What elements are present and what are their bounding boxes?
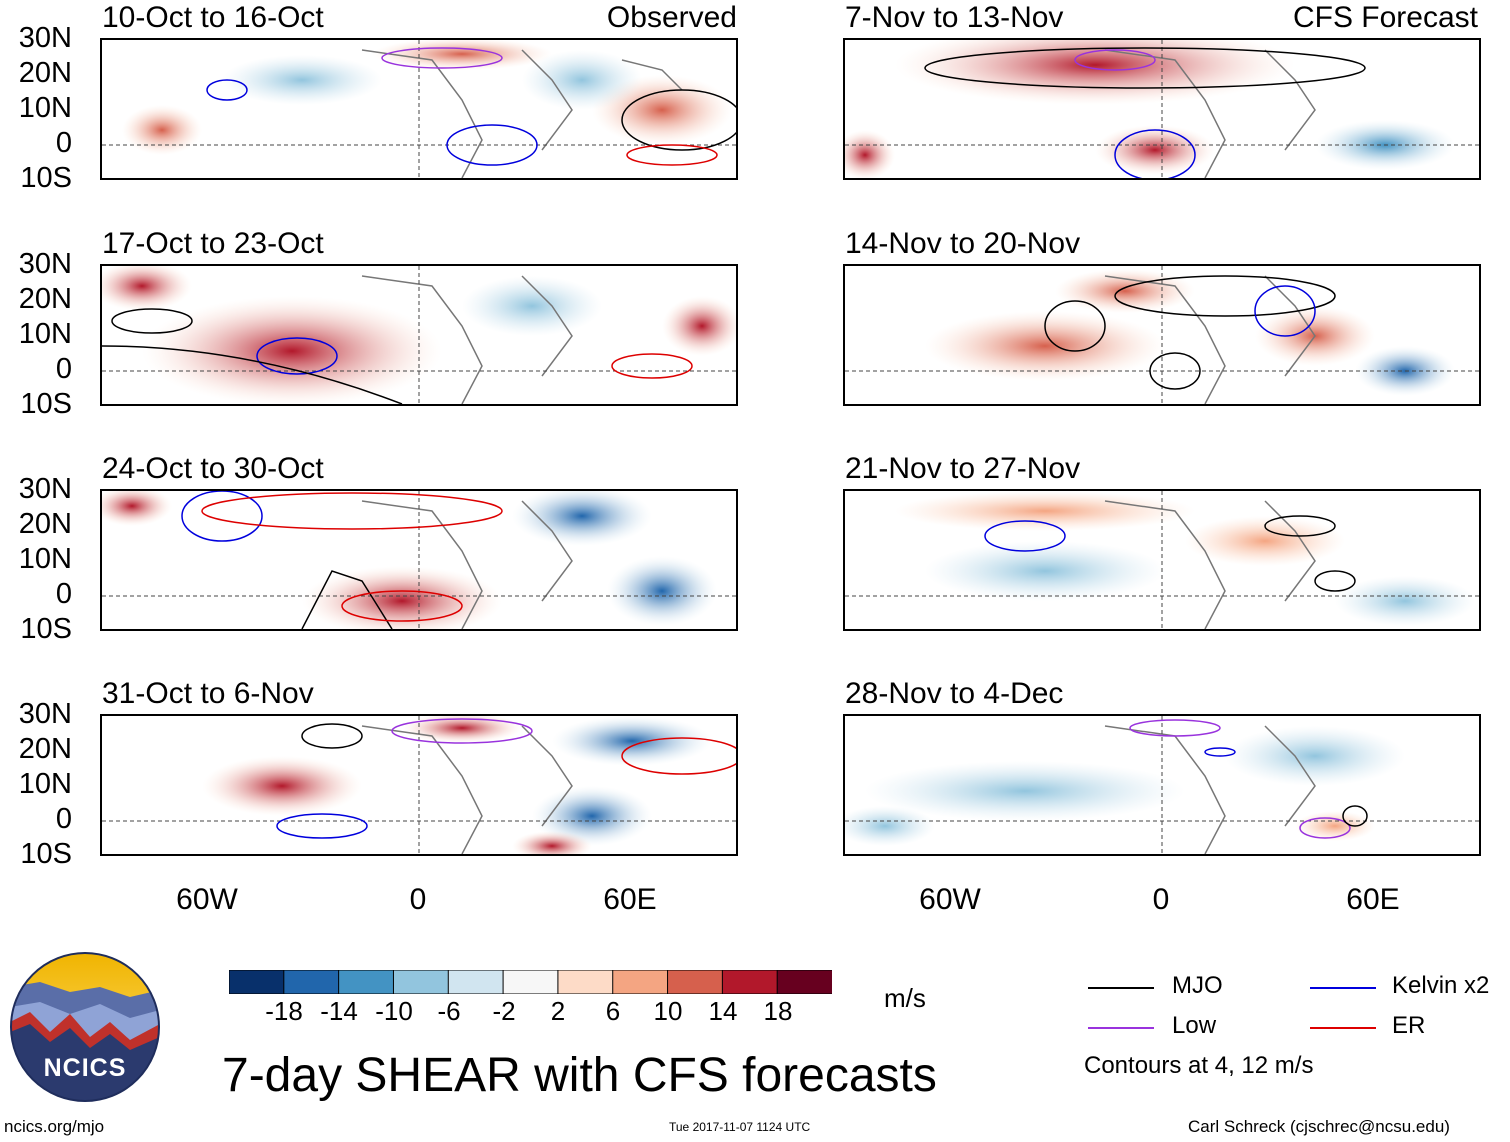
- colorbar-swatch: [228, 969, 285, 995]
- colorbar-tick-label: -14: [320, 996, 358, 1026]
- lat-label: 10S: [20, 162, 72, 194]
- colorbar: [228, 969, 833, 995]
- lon-label: 60E: [1346, 883, 1400, 916]
- colorbar-swatch: [721, 969, 779, 995]
- map-panel-fc-3: [843, 489, 1481, 631]
- colorbar-tick-label: 10: [653, 996, 683, 1026]
- lat-label: 0: [55, 127, 72, 159]
- lat-label: 20N: [18, 57, 72, 89]
- panel-title-fc-4: 28-Nov to 4-Dec: [845, 677, 1064, 710]
- lon-label: 0: [1152, 883, 1170, 916]
- legend-line-er: [1310, 1027, 1376, 1029]
- panel-title-fc-2: 14-Nov to 20-Nov: [845, 227, 1081, 260]
- lat-label: 10N: [18, 543, 72, 575]
- colorbar-swatch: [283, 969, 340, 995]
- lat-label: 0: [55, 353, 72, 385]
- panel-title-fc-3: 21-Nov to 27-Nov: [845, 452, 1081, 485]
- colorbar-tick-label: 2: [550, 996, 566, 1026]
- colorbar-swatch: [612, 969, 669, 995]
- colorbar-tick-label: 6: [605, 996, 621, 1026]
- map-panel-obs-3: [100, 489, 738, 631]
- colorbar-swatch: [667, 969, 724, 995]
- legend-label-kelvin: Kelvin x2: [1392, 972, 1490, 999]
- lat-label: 10S: [20, 388, 72, 420]
- lat-label: 10N: [18, 92, 72, 124]
- logo-text: NCICS: [43, 1054, 127, 1082]
- map-panel-obs-4: [100, 714, 738, 856]
- footer-timestamp: Tue 2017-11-07 1124 UTC: [669, 1120, 811, 1134]
- footer-credit: Carl Schreck (cjschrec@ncsu.edu): [1188, 1117, 1450, 1136]
- lat-label: 10S: [20, 838, 72, 870]
- colorbar-tick-label: 18: [763, 996, 793, 1026]
- ncics-logo: NCICS: [10, 952, 160, 1102]
- lat-label: 30N: [18, 22, 72, 54]
- colorbar-swatch: [557, 969, 614, 995]
- lat-label: 0: [55, 578, 72, 610]
- legend-line-kelvin: [1310, 987, 1376, 989]
- colorbar-tick-label: -10: [375, 996, 413, 1026]
- panel-title-obs-2: 17-Oct to 23-Oct: [102, 227, 324, 260]
- map-panel-obs-1: [100, 38, 738, 180]
- lon-label: 60W: [176, 883, 238, 916]
- lat-label: 10S: [20, 613, 72, 645]
- main-title: 7-day SHEAR with CFS forecasts: [222, 1049, 937, 1102]
- colorbar-swatch: [338, 969, 395, 995]
- contours-note: Contours at 4, 12 m/s: [1084, 1052, 1314, 1079]
- colorbar-tick-label: -18: [265, 996, 303, 1026]
- colorbar-svg: [228, 969, 833, 995]
- lon-label: 60W: [919, 883, 981, 916]
- lon-label: 0: [409, 883, 427, 916]
- colorbar-unit: m/s: [884, 983, 926, 1013]
- colorbar-swatch: [776, 969, 833, 995]
- legend-label-er: ER: [1392, 1012, 1426, 1039]
- colorbar-swatch: [502, 969, 559, 995]
- panel-title-obs-1: 10-Oct to 16-Oct: [102, 1, 324, 34]
- observed-header: Observed: [606, 1, 737, 34]
- colorbar-tick-label: -2: [492, 996, 516, 1026]
- panel-title-fc-1: 7-Nov to 13-Nov: [845, 1, 1064, 34]
- legend-label-mjo: MJO: [1172, 972, 1223, 999]
- lat-label: 20N: [18, 508, 72, 540]
- forecast-header: CFS Forecast: [1292, 1, 1478, 34]
- lat-label: 10N: [18, 318, 72, 350]
- lat-label: 10N: [18, 768, 72, 800]
- legend-label-low: Low: [1172, 1012, 1217, 1039]
- panel-title-obs-3: 24-Oct to 30-Oct: [102, 452, 324, 485]
- lon-label: 60E: [603, 883, 657, 916]
- colorbar-tick-label: 14: [708, 996, 738, 1026]
- panel-title-obs-4: 31-Oct to 6-Nov: [102, 677, 314, 710]
- footer-url[interactable]: ncics.org/mjo: [4, 1117, 105, 1136]
- colorbar-swatch: [392, 969, 450, 995]
- lat-label: 30N: [18, 473, 72, 505]
- lat-label: 20N: [18, 733, 72, 765]
- map-panel-obs-2: [100, 264, 738, 406]
- map-panel-fc-2: [843, 264, 1481, 406]
- lat-label: 30N: [18, 248, 72, 280]
- map-panel-fc-1: [843, 38, 1481, 180]
- map-panel-fc-4: [843, 714, 1481, 856]
- colorbar-swatch: [447, 969, 505, 995]
- legend-line-mjo: [1088, 987, 1154, 989]
- lat-label: 30N: [18, 698, 72, 730]
- legend-line-low: [1088, 1027, 1154, 1029]
- lat-label: 0: [55, 803, 72, 835]
- lat-label: 20N: [18, 283, 72, 315]
- colorbar-tick-label: -6: [437, 996, 461, 1026]
